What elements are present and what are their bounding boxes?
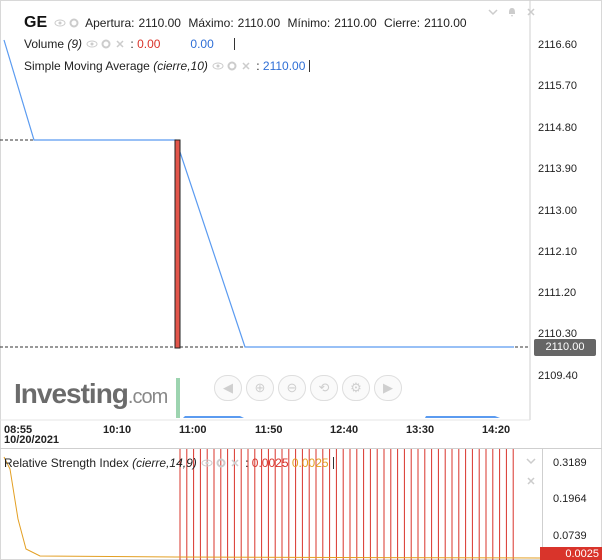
rsi-tick: 0.0739 (553, 530, 587, 542)
gear-icon[interactable] (226, 60, 238, 72)
gear-icon[interactable] (100, 38, 112, 50)
price-candle (174, 139, 181, 349)
zoom-in-icon[interactable]: ⊕ (246, 375, 274, 401)
price-tick: 2109.40 (538, 370, 578, 382)
sma-name: Simple Moving Average (24, 59, 150, 73)
high-value: 2110.00 (237, 16, 281, 30)
price-tick: 2113.90 (538, 163, 577, 175)
close-icon[interactable] (525, 6, 537, 18)
high-label: Máximo: (188, 16, 234, 30)
eye-icon[interactable] (86, 38, 98, 50)
volume-value-1: 0.00 (137, 37, 161, 51)
rsi-axis[interactable]: 0.3189 0.1964 0.0739 (542, 449, 602, 560)
time-tick: 14:20 (482, 424, 511, 436)
time-tick: 08:55 (4, 424, 33, 436)
date-label: 10/20/2021 (4, 434, 60, 446)
price-tick: 2116.60 (538, 39, 577, 51)
volume-value-2: 0.00 (190, 37, 214, 51)
price-tick: 2114.80 (538, 122, 577, 134)
arrow-left-icon[interactable]: ◀ (214, 375, 242, 401)
navigator-area-left (183, 416, 244, 418)
close-label: Cierre: (384, 16, 421, 30)
rsi-panel-controls (524, 455, 538, 487)
eye-icon[interactable] (54, 17, 66, 29)
rsi-current-tag: 0.0025 (540, 547, 602, 560)
eye-icon[interactable] (201, 457, 213, 469)
time-tick: 11:50 (255, 424, 283, 436)
ohlc-values: Apertura: 2110.00 Máximo: 2110.00 Mínimo: 2… (85, 16, 470, 30)
sma-legend: Simple Moving Average (cierre,10) : 2110… (24, 59, 311, 73)
rsi-value-2: 0.0025 (291, 456, 329, 470)
legend-separator (332, 457, 334, 469)
chevron-down-icon[interactable] (487, 6, 499, 18)
rsi-plot[interactable] (0, 449, 542, 560)
time-tick: 10:10 (103, 424, 132, 436)
time-tick: 13:30 (406, 424, 435, 436)
logo-brand: Investing (14, 378, 129, 409)
rsi-tick: 0.1964 (553, 493, 587, 505)
legend-separator (233, 38, 235, 50)
volume-name: Volume (24, 37, 65, 51)
rsi-panel[interactable]: Relative Strength Index (cierre,14,9) : … (0, 448, 602, 560)
close-icon[interactable] (525, 475, 537, 487)
reset-icon[interactable]: ⟲ (310, 375, 338, 401)
rsi-bars (179, 449, 514, 560)
logo-suffix: .com (127, 386, 168, 408)
ohlc-legend: GE Apertura: 2110.00 Máximo: 2110.00 Mínim… (24, 14, 471, 32)
rsi-tick: 0.3189 (553, 457, 587, 469)
volume-params: (9) (67, 37, 83, 51)
close-icon[interactable] (240, 60, 252, 72)
price-tick: 2111.20 (538, 287, 577, 299)
chevron-down-icon[interactable] (525, 455, 537, 467)
close-value: 2110.00 (424, 16, 467, 30)
gear-icon[interactable] (68, 17, 80, 29)
price-tick: 2115.70 (538, 80, 577, 92)
legend-separator (309, 60, 311, 72)
main-chart[interactable]: GE Apertura: 2110.00 Máximo: 2110.00 Mínim… (0, 0, 602, 448)
low-value: 2110.00 (334, 16, 377, 30)
navigator-area-right (425, 416, 500, 418)
open-value: 2110.00 (138, 16, 181, 30)
eye-icon[interactable] (212, 60, 224, 72)
open-label: Apertura: (85, 16, 135, 30)
gear-icon[interactable] (215, 457, 227, 469)
arrow-right-icon[interactable]: ▶ (374, 375, 402, 401)
close-icon[interactable] (114, 38, 126, 50)
price-tick: 2113.00 (538, 205, 577, 217)
time-tick: 11:00 (179, 424, 207, 436)
sma-value: 2110.00 (262, 59, 306, 73)
investing-logo: Investing.com (14, 378, 168, 410)
zoom-out-icon[interactable]: ⊖ (278, 375, 306, 401)
rsi-value-1: 0.0025 (251, 456, 289, 470)
sma-series-line (3, 39, 514, 348)
panel-controls (486, 6, 538, 18)
symbol-label: GE (24, 14, 48, 31)
sma-params: (cierre,10) (153, 59, 208, 73)
price-axis[interactable]: 2116.60 2115.70 2114.80 2113.90 2113.00 … (530, 0, 600, 448)
current-price-tag: 2110.00 (534, 339, 596, 356)
bell-icon[interactable] (506, 6, 518, 18)
close-icon[interactable] (229, 457, 241, 469)
price-tick: 2110.30 (538, 328, 577, 340)
rsi-legend: Relative Strength Index (cierre,14,9) : … (4, 456, 334, 470)
price-tick: 2112.10 (538, 246, 577, 258)
chart-navigation: ◀ ⊕ ⊖ ⟲ ⚙ ▶ (214, 375, 402, 401)
price-plot[interactable] (0, 0, 602, 448)
low-label: Mínimo: (287, 16, 331, 30)
rsi-params: (cierre,14,9) (132, 456, 197, 470)
rsi-name: Relative Strength Index (4, 456, 129, 470)
volume-legend: Volume (9) : 0.00 0.00 (24, 37, 235, 51)
settings-icon[interactable]: ⚙ (342, 375, 370, 401)
time-tick: 12:40 (330, 424, 359, 436)
navigator-handle (176, 378, 180, 418)
rsi-signal-line (3, 456, 541, 559)
